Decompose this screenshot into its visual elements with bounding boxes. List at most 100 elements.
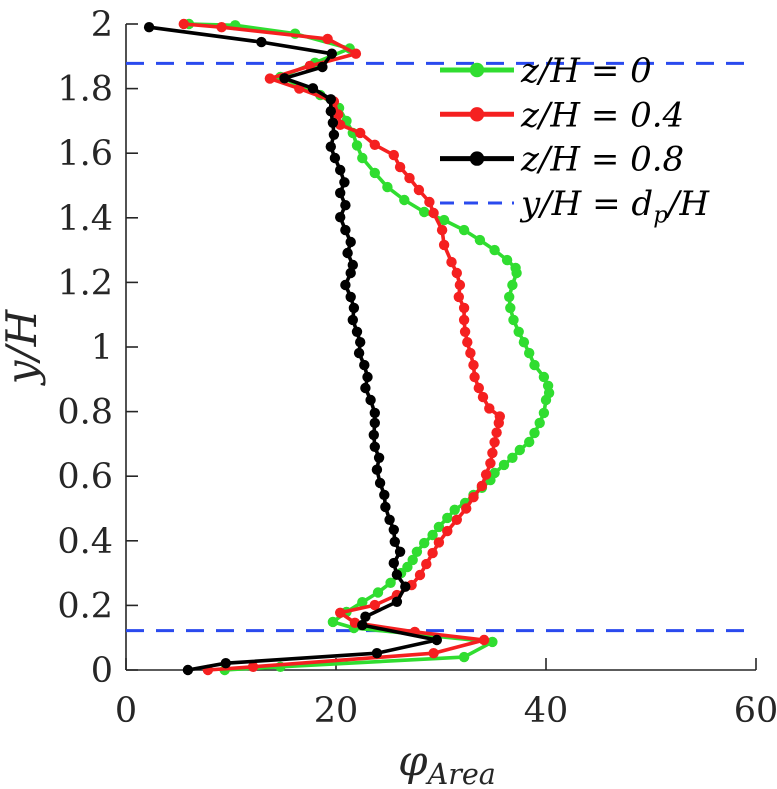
data-point-marker	[487, 447, 498, 459]
y-tick-label: 1	[91, 328, 113, 368]
data-point-marker	[369, 441, 380, 452]
data-point-marker	[379, 489, 390, 501]
data-point-marker	[178, 18, 189, 30]
data-point-marker	[347, 314, 358, 326]
data-point-marker	[498, 459, 510, 471]
data-point-marker	[359, 359, 370, 371]
data-point-marker	[279, 73, 290, 84]
data-point-marker	[399, 194, 410, 206]
data-point-marker	[451, 267, 462, 279]
data-point-marker	[468, 492, 479, 503]
data-point-marker	[474, 234, 486, 246]
data-point-marker	[357, 597, 368, 608]
data-point-marker	[391, 596, 403, 607]
data-point-marker	[491, 427, 502, 438]
data-point-marker	[143, 22, 155, 33]
data-point-marker	[458, 651, 470, 663]
data-point-marker	[345, 267, 356, 279]
data-point-marker	[428, 648, 439, 659]
y-tick-label: 0.8	[57, 393, 113, 433]
data-point-marker	[388, 524, 399, 535]
data-point-marker	[489, 437, 500, 448]
data-point-marker	[485, 458, 496, 469]
data-point-marker	[487, 636, 498, 648]
data-point-marker	[518, 337, 530, 348]
data-point-marker	[413, 184, 425, 196]
data-point-marker	[368, 429, 379, 441]
data-point-marker	[534, 417, 545, 429]
data-point-marker	[351, 140, 363, 151]
data-point-marker	[317, 61, 328, 73]
data-point-marker	[514, 444, 525, 456]
data-point-marker	[339, 177, 350, 188]
data-point-marker	[373, 452, 385, 463]
data-point-marker	[442, 525, 453, 537]
data-point-marker	[357, 152, 368, 164]
data-point-marker	[340, 224, 351, 236]
data-point-marker	[325, 94, 336, 105]
data-point-marker	[348, 302, 360, 314]
y-tick-label: 1.2	[57, 263, 113, 303]
x-tick-label: 40	[524, 691, 569, 731]
data-point-marker	[342, 247, 353, 259]
series-1-z-h-0.4	[178, 18, 505, 676]
data-point-marker	[484, 403, 495, 414]
legend-label: z/H = 0	[520, 51, 652, 91]
reference-lines	[126, 61, 756, 633]
data-point-marker	[322, 33, 333, 45]
data-point-marker	[357, 619, 368, 631]
data-point-marker	[362, 371, 373, 383]
data-point-marker	[504, 291, 515, 303]
data-point-marker	[350, 48, 362, 59]
data-point-marker	[478, 634, 490, 646]
data-point-marker	[421, 558, 432, 570]
data-point-marker	[414, 569, 426, 581]
data-point-marker	[538, 407, 550, 419]
series-2-z-h-0.8	[143, 22, 442, 676]
legend-item-2: z/H = 0.8	[440, 140, 684, 180]
data-point-marker	[220, 658, 231, 669]
data-point-marker	[438, 214, 450, 226]
series-0-z-h-0	[183, 18, 555, 676]
data-point-marker	[329, 152, 341, 164]
data-point-marker	[458, 224, 470, 236]
data-point-marker	[365, 394, 376, 406]
data-point-marker	[360, 382, 371, 394]
data-point-marker	[433, 521, 445, 533]
x-tick-label: 20	[314, 691, 359, 731]
y-tick-label: 0.6	[57, 457, 113, 497]
legend-label: z/H = 0.8	[520, 140, 684, 180]
data-point-marker	[442, 512, 453, 524]
y-tick-label: 1.4	[57, 199, 113, 239]
data-point-marker	[477, 391, 489, 403]
axes: 00.20.40.60.811.21.41.61.820 20 40 60φAreay…	[0, 5, 777, 789]
data-point-marker	[340, 200, 351, 211]
data-point-marker	[384, 514, 395, 525]
data-point-marker	[351, 326, 363, 337]
data-point-marker	[542, 380, 554, 391]
data-point-marker	[335, 212, 346, 223]
data-point-marker	[307, 83, 319, 94]
data-point-marker	[182, 664, 194, 676]
data-point-marker	[529, 427, 540, 439]
data-point-marker	[428, 207, 439, 219]
series-line	[187, 22, 551, 672]
x-tick-label: 60	[734, 691, 777, 731]
data-point-marker	[424, 196, 435, 208]
data-point-marker	[427, 547, 438, 559]
data-point-marker	[374, 477, 386, 489]
data-point-marker	[369, 417, 380, 429]
data-point-marker	[347, 259, 358, 271]
data-point-marker	[371, 464, 383, 475]
y-tick-label: 0	[91, 651, 113, 691]
data-point-marker	[382, 181, 393, 193]
data-point-marker	[438, 239, 450, 251]
data-point-marker	[454, 279, 466, 291]
data-point-marker	[391, 569, 403, 580]
data-point-marker	[461, 503, 472, 514]
x-axis-label: φArea	[398, 736, 496, 789]
data-point-marker	[355, 127, 366, 139]
y-tick-label: 1.8	[57, 70, 113, 110]
data-point-marker	[513, 326, 524, 337]
